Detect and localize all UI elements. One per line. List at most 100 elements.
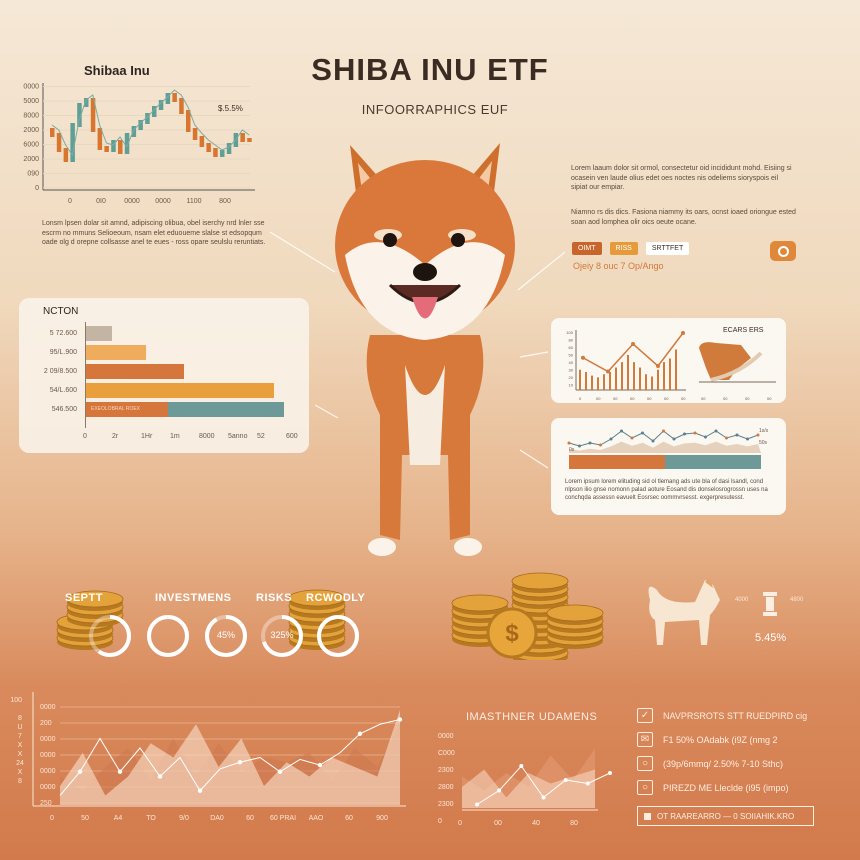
y-axis-top-label: 100 — [10, 697, 22, 704]
tag-button-2[interactable]: RISS — [609, 242, 638, 255]
bar — [609, 372, 611, 390]
bar — [633, 362, 635, 390]
line-point — [541, 795, 546, 800]
background-area — [569, 441, 761, 453]
bar — [579, 369, 581, 390]
y-tick-label: 8000 — [23, 113, 39, 120]
y-side-label: X — [18, 769, 23, 776]
line-point — [693, 431, 697, 435]
mini-chart-title: ECARS ERS — [723, 327, 764, 334]
y-tick-label: C000 — [438, 750, 455, 757]
line-point — [714, 429, 718, 433]
area-series-a — [60, 710, 400, 805]
candle — [192, 128, 198, 140]
tag-button-1[interactable]: OIMT — [572, 242, 602, 255]
line-point — [599, 443, 602, 447]
y-tick-label: 30 — [569, 368, 574, 373]
checklist-item[interactable]: ○ PIREZD ME Lleclde (i95 (impo) — [637, 780, 837, 795]
bar — [591, 375, 593, 390]
progress-ring-extra — [316, 614, 360, 658]
tag-button-3[interactable]: SRTTFET — [645, 242, 690, 255]
x-tick-label: 1100 — [186, 198, 201, 205]
candle — [213, 148, 218, 157]
y-tick-label: 20 — [569, 375, 574, 380]
candle — [240, 133, 245, 142]
line-point — [735, 433, 739, 437]
ring-svg — [261, 615, 303, 657]
bar-x-tick: 52 — [257, 433, 265, 440]
bar-label: 95/L.900 — [49, 349, 77, 356]
ring-value: 325% — [270, 630, 294, 640]
x-tick-label: AAO — [309, 815, 324, 822]
candle — [220, 150, 225, 157]
line-point — [756, 433, 760, 437]
x-tick-label: 00 — [701, 396, 706, 401]
ring-value: 45% — [216, 630, 235, 640]
coin-stack-with-dollar: $ — [451, 572, 604, 660]
y-tick-label: 2000 — [23, 127, 39, 134]
y-tick-label: 0000 — [40, 768, 56, 775]
circle-button-icon — [777, 245, 789, 257]
bar — [675, 349, 677, 390]
line-chart-card: 0s 1s/s 50s Lorem ipsum lorem elituding si… — [551, 418, 786, 515]
bar — [663, 362, 665, 390]
checklist-item[interactable]: ✉ F1 50% OAdabk (i9Z (nmg 2 — [637, 732, 837, 747]
y-tick-label: 2300 — [438, 767, 454, 774]
x-tick-label: 00 — [723, 396, 728, 401]
bar — [86, 326, 112, 341]
bar-x-tick: 0 — [83, 433, 87, 440]
line-point — [563, 778, 568, 782]
stat-value: 5.45% — [755, 632, 787, 644]
x-tick-label: 0 — [68, 198, 72, 205]
checklist-item[interactable]: ✓ NAVPRSROTS STT RUEDPIRD cig — [637, 708, 837, 723]
small-area-title: IMASTHNER UDAMENS — [466, 711, 598, 723]
y-tick-label: 10 — [569, 383, 574, 388]
trend-point — [606, 369, 610, 374]
line-point — [662, 429, 665, 433]
pillar-trophy-icon — [763, 592, 777, 616]
checklist-item[interactable]: ○ (39p/6mmq/ 2.50% 7-10 Sthc) — [637, 756, 837, 771]
line-point — [519, 764, 524, 768]
line-point — [704, 435, 707, 439]
line-point — [567, 441, 571, 445]
line-point — [630, 436, 634, 440]
line-series — [59, 719, 401, 796]
line-label: 50s — [759, 440, 768, 446]
candle-description: Lonsm lpsen dolar sit amnd, adipiscing o… — [42, 220, 266, 246]
bar-y-axis — [85, 322, 86, 428]
line-point — [277, 769, 283, 774]
circle-button[interactable] — [770, 241, 796, 261]
bar-label: 546.500 — [51, 406, 77, 413]
growth-arrow — [710, 351, 763, 382]
candle — [206, 143, 211, 152]
coin — [451, 594, 509, 612]
y-tick-label: 60 — [569, 345, 574, 350]
line-point — [475, 802, 479, 807]
line-point — [608, 771, 612, 775]
candle — [56, 133, 62, 152]
y-tick-label: 0000 — [40, 752, 56, 759]
footer-box[interactable]: OT RAAREARRO — 0 SOIIAHIK.KRO — [637, 806, 814, 826]
bar-label: 54/L.600 — [49, 387, 77, 394]
x-tick-label: 00 — [767, 396, 772, 401]
line-label: 1s/s — [759, 428, 769, 434]
line-point — [157, 774, 163, 779]
bar-segment — [86, 402, 168, 417]
y-tick-label: 5000 — [23, 98, 39, 105]
page-subtitle: INFOORRAPHICS EUF — [361, 102, 509, 117]
candle — [90, 98, 96, 132]
progress-segment — [569, 455, 665, 469]
trend-point — [631, 342, 635, 346]
line-point — [397, 717, 403, 722]
bar-x-tick: 5anno — [228, 433, 248, 440]
y-tick-label: 6000 — [23, 142, 39, 149]
line-point — [117, 769, 123, 774]
line-point — [746, 437, 749, 441]
y-side-label: X — [18, 742, 23, 749]
coin — [288, 589, 346, 607]
mail-icon: ✉ — [637, 732, 653, 747]
line-point — [672, 437, 676, 441]
y-tick-label: 0000 — [40, 784, 56, 791]
x-tick-label: 9/0 — [179, 815, 189, 822]
